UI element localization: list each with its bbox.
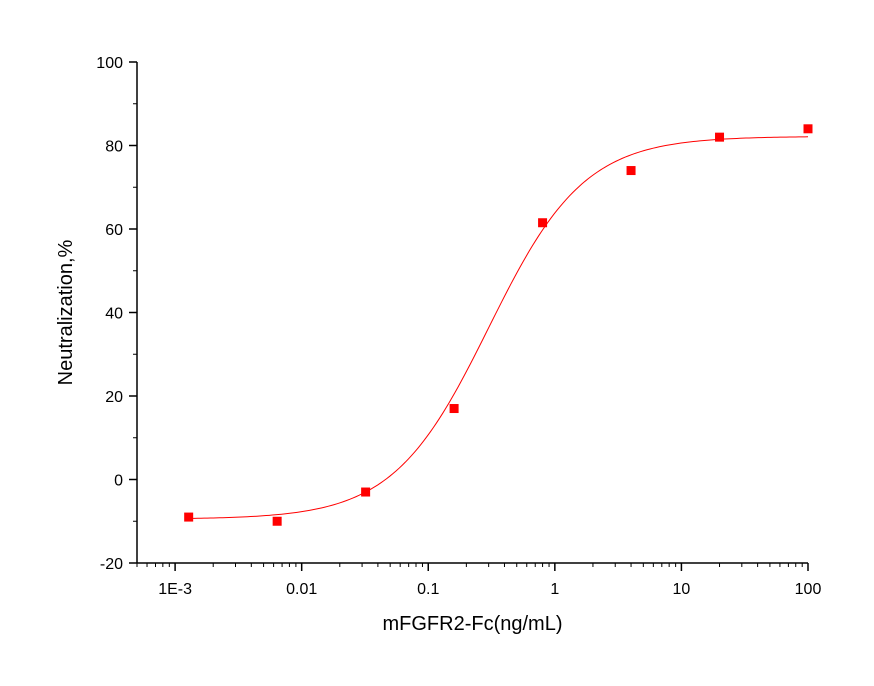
y-tick-label: 20 bbox=[105, 389, 123, 406]
y-axis-ticks: -20 0 20 40 60 80 100 bbox=[96, 55, 137, 573]
fit-curve bbox=[188, 136, 809, 519]
y-tick-label: 60 bbox=[105, 222, 123, 239]
data-points bbox=[184, 124, 813, 526]
data-point bbox=[715, 132, 725, 142]
plot-frame bbox=[136, 62, 808, 564]
y-axis-title: Neutralization,% bbox=[55, 239, 77, 385]
y-tick-label: 40 bbox=[105, 306, 123, 323]
data-point bbox=[803, 124, 813, 134]
x-axis-title: mFGFR2-Fc(ng/mL) bbox=[383, 613, 563, 635]
data-point bbox=[272, 516, 282, 526]
data-point bbox=[184, 512, 194, 522]
x-tick-label: 1 bbox=[550, 581, 559, 598]
data-point bbox=[449, 404, 459, 414]
y-tick-label: 0 bbox=[114, 473, 123, 490]
y-tick-label: 80 bbox=[105, 139, 123, 156]
x-tick-label: 0.01 bbox=[286, 581, 317, 598]
x-tick-label: 0.1 bbox=[417, 581, 439, 598]
x-axis-ticks: 1E-3 0.01 0.1 1 10 100 bbox=[136, 563, 822, 598]
x-tick-label: 100 bbox=[795, 581, 822, 598]
x-tick-label: 1E-3 bbox=[158, 581, 192, 598]
data-point bbox=[361, 487, 371, 497]
y-tick-label: -20 bbox=[100, 556, 123, 573]
y-tick-label: 100 bbox=[96, 55, 123, 72]
data-point bbox=[626, 166, 636, 176]
x-tick-label: 10 bbox=[673, 581, 691, 598]
data-point bbox=[538, 218, 548, 228]
